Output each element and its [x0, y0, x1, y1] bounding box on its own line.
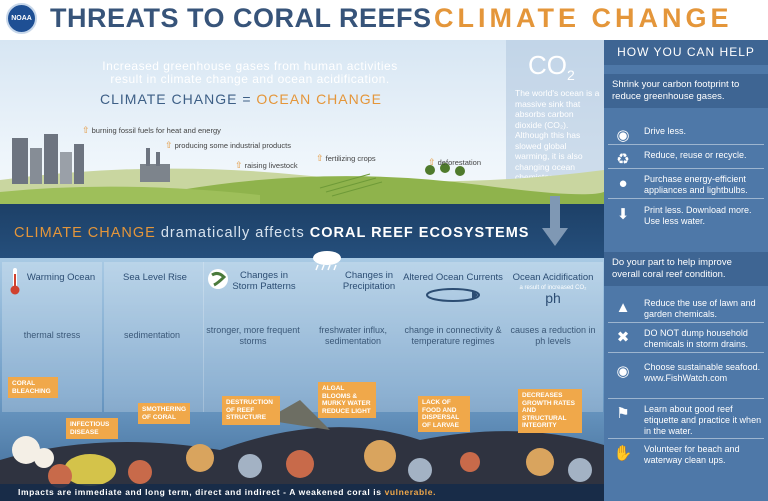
co2-text: The world's ocean is a massive sink that…: [515, 88, 600, 182]
help-title: HOW YOU CAN HELP: [604, 40, 768, 65]
band-title: CLIMATE CHANGE dramatically affects CORA…: [14, 225, 530, 241]
intro-line: Increased greenhouse gases from human ac…: [102, 59, 398, 73]
activity-label: ⇧ producing some industrial products: [165, 140, 291, 150]
equation: CLIMATE CHANGE = OCEAN CHANGE: [100, 91, 382, 107]
activity-label: ⇧ fertilizing crops: [316, 153, 376, 163]
activity-label: ⇧ burning fossil fuels for heat and ener…: [82, 125, 221, 135]
activity-label: ⇧ raising livestock: [235, 160, 298, 170]
lightbulb-icon: ●: [618, 175, 628, 192]
thermometer-icon: [10, 268, 20, 295]
activity-label: ⇧ deforestation: [428, 157, 482, 167]
column-effect: freshwater influx, sedimentation: [318, 325, 388, 346]
ph-symbol: ph: [545, 290, 561, 306]
no-dumping-icon: ✖: [616, 329, 630, 346]
recycle-icon: ♻: [616, 151, 630, 168]
impact-flag: ALGAL BLOOMS & MURKY WATER REDUCE LIGHT: [318, 382, 376, 418]
rain-cloud-icon: [313, 251, 341, 271]
footer-text: Impacts are immediate and long term, dir…: [18, 487, 437, 497]
intro-line: result in climate change and ocean acidi…: [110, 72, 390, 86]
column-heading: Altered Ocean Currents: [403, 272, 503, 283]
help-panel: HOW YOU CAN HELP Shrink your carbon foot…: [604, 40, 768, 501]
divider: [608, 438, 764, 439]
column-effect: causes a reduction in ph levels: [510, 325, 596, 346]
impact-flag: DESTRUCTION OF REEF STRUCTURE: [222, 396, 280, 425]
download-icon: ⬇: [616, 206, 630, 223]
column-acidification: [503, 262, 603, 412]
divider: [608, 198, 764, 199]
landscape-illustration: [0, 134, 604, 210]
column-effect: stronger, more frequent storms: [206, 325, 300, 346]
impact-flag: SMOTHERING OF CORAL: [138, 403, 190, 424]
impact-flag: CORAL BLEACHING: [8, 377, 58, 398]
down-arrow-icon: [542, 196, 568, 246]
impact-flag: LACK OF FOOD AND DISPERSAL OF LARVAE: [418, 396, 470, 432]
column-sea-level: [104, 262, 204, 412]
fish-plate-icon: ◉: [616, 363, 630, 380]
storm-globe-icon: [208, 269, 228, 289]
noaa-logo: NOAA: [6, 3, 37, 34]
column-currents: [403, 262, 503, 412]
equation-right: OCEAN CHANGE: [256, 91, 382, 107]
divider: [608, 352, 764, 353]
column-effect: change in connectivity & temperature reg…: [404, 325, 502, 346]
intro-text: Increased greenhouse gases from human ac…: [40, 60, 460, 86]
column-effect: thermal stress: [23, 330, 81, 340]
current-arrows-icon: [426, 288, 480, 302]
bicycle-icon: ◉: [616, 127, 630, 144]
help-section-heading: Do your part to help improve overall cor…: [604, 252, 768, 286]
coral-reef-illustration: [0, 400, 604, 501]
column-heading: Changes in Precipitation: [342, 270, 396, 292]
impact-flag: DECREASES GROWTH RATES AND STRUCTURAL IN…: [518, 389, 582, 433]
title-main: THREATS TO CORAL REEFS: [50, 3, 432, 33]
title-accent: CLIMATE CHANGE: [434, 3, 733, 33]
equation-left: CLIMATE CHANGE =: [100, 91, 252, 107]
divider: [608, 322, 764, 323]
column-heading: Warming Ocean: [26, 272, 96, 283]
divider: [608, 398, 764, 399]
footer-bar: [0, 484, 604, 501]
help-section-heading: Shrink your carbon footprint to reduce g…: [604, 74, 768, 108]
co2-title: CO2: [528, 50, 575, 84]
column-heading: Sea Level Rise: [123, 272, 187, 283]
spray-bottle-icon: ▲: [615, 299, 631, 316]
impact-flag: INFECTIOUS DISEASE: [66, 418, 118, 439]
column-heading: Ocean Acidification: [512, 272, 594, 283]
divider: [608, 168, 764, 169]
header: [0, 0, 768, 40]
diver-icon: ⚑: [616, 405, 630, 422]
hands-icon: ✋: [613, 445, 633, 462]
divider: [608, 144, 764, 145]
column-subheading: a result of increased CO₂: [519, 285, 587, 291]
ecosystem-band: [0, 204, 604, 258]
column-effect: sedimentation: [123, 330, 181, 340]
column-heading: Changes in Storm Patterns: [232, 270, 296, 292]
